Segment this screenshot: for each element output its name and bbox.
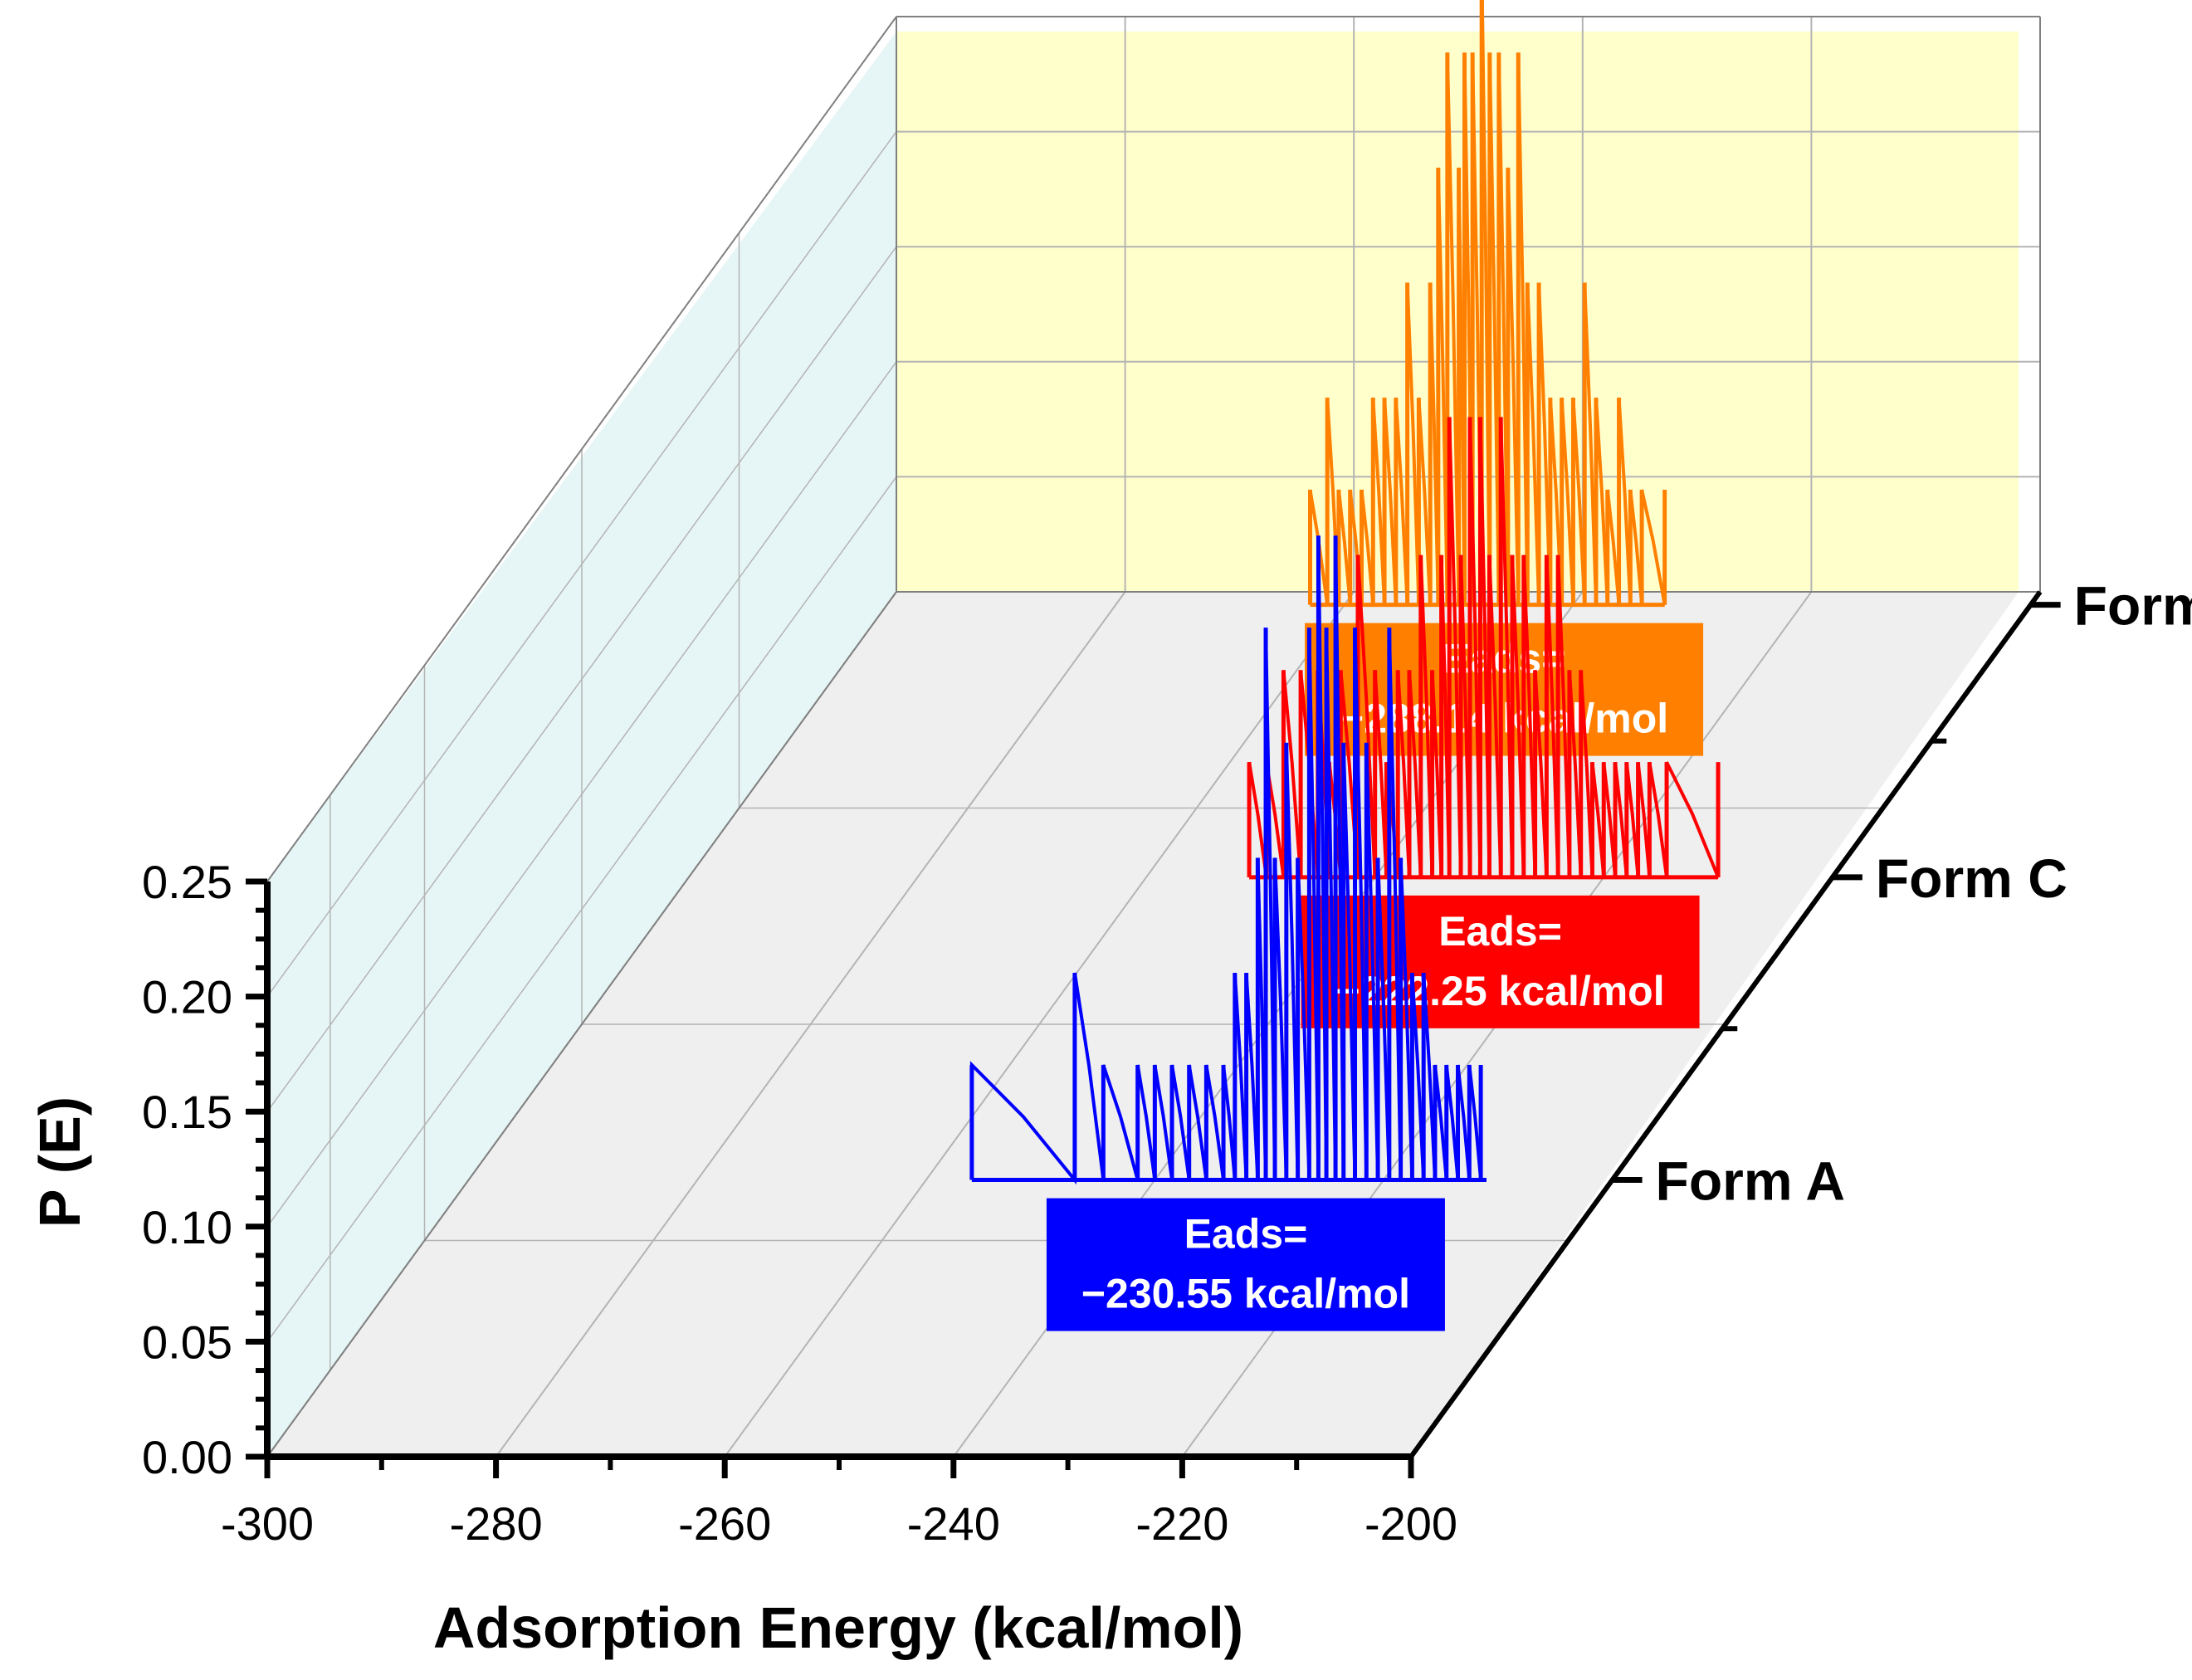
- series-trace: [1308, 0, 1667, 605]
- y-tick-label: 0.25: [142, 856, 232, 908]
- y-tick-label: 0.15: [142, 1086, 232, 1138]
- y-tick-label: 0.05: [142, 1316, 232, 1368]
- x-tick-label: -300: [221, 1497, 314, 1550]
- depth-category-label: Form A: [1656, 1150, 1846, 1212]
- frame-lines: [266, 16, 2041, 1458]
- y-tick-label: 0.20: [142, 971, 232, 1023]
- x-tick-label: -200: [1365, 1497, 1457, 1550]
- eads-label-value: −288.14 kcal/mol: [1340, 696, 1668, 742]
- y-axis-title: P (E): [27, 1096, 92, 1228]
- frame-edge: [266, 16, 897, 882]
- y-tick-label: 0.10: [142, 1201, 232, 1253]
- series-trace: [969, 535, 1483, 1185]
- x-tick-label: -220: [1135, 1497, 1228, 1550]
- eads-label-value: −230.55 kcal/mol: [1081, 1271, 1410, 1317]
- frame-edge: [266, 591, 897, 1458]
- x-tick-label: -280: [450, 1497, 543, 1550]
- x-axis-title: Adsorption Energy (kcal/mol): [433, 1595, 1243, 1660]
- depth-category-label: Form E: [2074, 575, 2192, 637]
- x-tick-label: -240: [907, 1497, 1000, 1550]
- y-tick-label: 0.00: [142, 1431, 232, 1483]
- x-tick-label: -260: [678, 1497, 771, 1550]
- depth-category-label: Form C: [1876, 847, 2068, 909]
- axes-group: 0.00 0.05 0.10 0.15 0.20 0.25 -300 -280 -260 -240…: [142, 575, 2192, 1550]
- eads-label-box: [1046, 1198, 1445, 1331]
- grid-lines: [266, 17, 2041, 1458]
- eads-label-line1: Eads=: [1184, 1211, 1308, 1258]
- eads-label-line1: Eads=: [1438, 908, 1562, 955]
- eads-label-box: [1305, 623, 1704, 756]
- depth-axis-line: [1408, 590, 2043, 1458]
- series-form-a: Eads= −230.55 kcal/mol: [969, 535, 1487, 1331]
